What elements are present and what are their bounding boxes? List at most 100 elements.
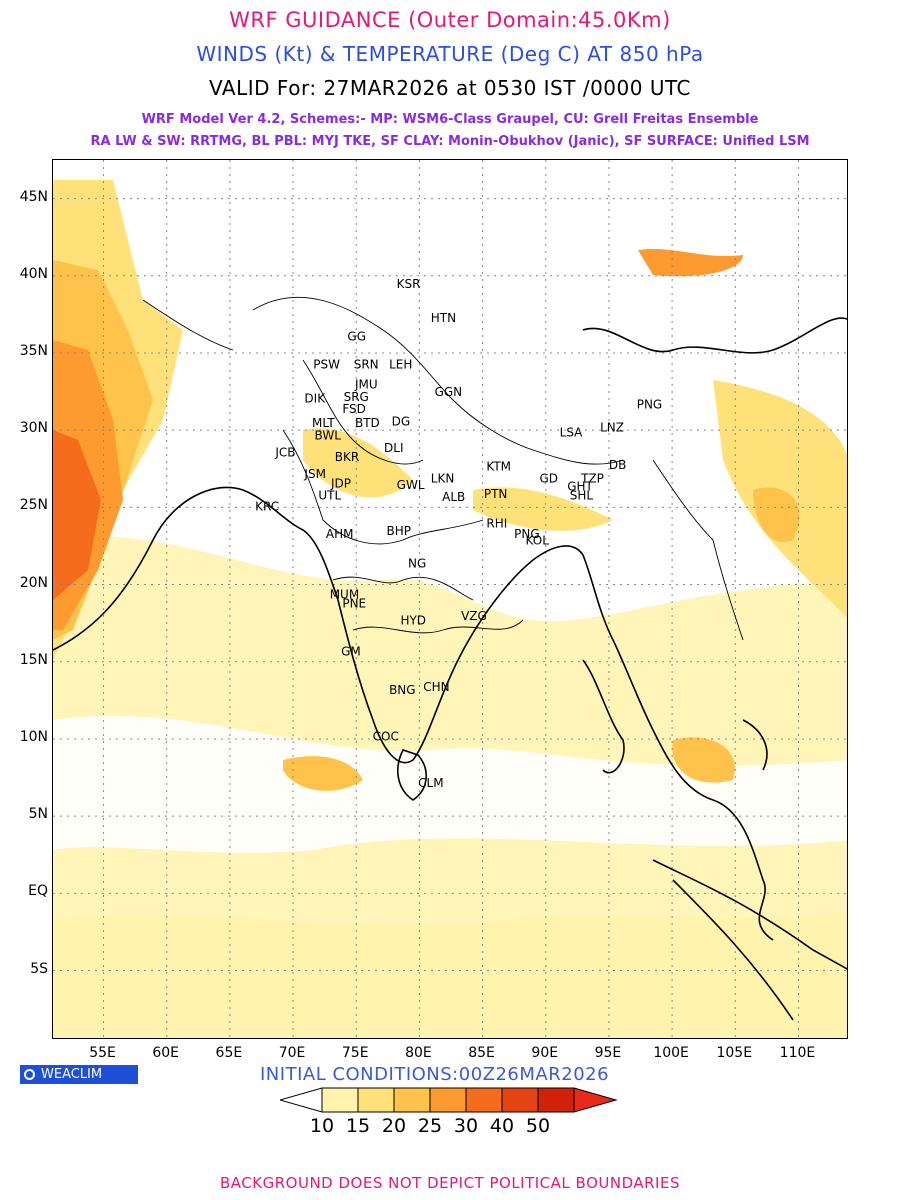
station-label: PSW	[313, 357, 340, 371]
colorbar-level-label: 15	[345, 1115, 371, 1137]
latitude-tick-label: 35N	[19, 342, 48, 359]
station-label: DB	[609, 458, 626, 472]
latitude-tick-label: 30N	[19, 420, 48, 437]
model-schemes-line-2: RA LW & SW: RRTMG, BL PBL: MYJ TKE, SF C…	[90, 134, 810, 149]
station-label: LSA	[560, 425, 584, 439]
latitude-tick-label: 20N	[19, 574, 48, 591]
station-label: DG	[392, 415, 411, 429]
station-label: ALB	[442, 490, 465, 504]
colorbar-level-label: 20	[381, 1115, 407, 1137]
colorbar-segment	[537, 1087, 575, 1113]
station-label: BWL	[315, 428, 342, 442]
station-label: JDP	[330, 476, 351, 490]
coastlines	[53, 317, 847, 1021]
station-label: HTN	[431, 311, 456, 325]
colorbar-segment	[357, 1087, 395, 1113]
station-label: PTN	[484, 487, 508, 501]
station-label: GD	[539, 472, 558, 486]
latitude-tick-label: 5N	[28, 806, 48, 823]
station-label: LNZ	[600, 421, 624, 435]
longitude-tick-label: 100E	[653, 1045, 689, 1061]
weaclim-logo: WEACLIM	[20, 1065, 138, 1084]
disclaimer: BACKGROUND DOES NOT DEPICT POLITICAL BOU…	[220, 1174, 680, 1192]
latitude-tick-label: 10N	[19, 728, 48, 745]
latitude-tick-label: 40N	[19, 265, 48, 282]
station-label: UTL	[318, 489, 341, 503]
latitude-tick-label: 5S	[30, 960, 48, 977]
map-panel: KSR HTN GG PSW SRN LEH JMU GGN DIK SRG FSD MLT BTD DG…	[52, 159, 848, 1039]
colorbar-level-label: 50	[525, 1115, 551, 1137]
initial-conditions: INITIAL CONDITIONS:00Z26MAR2026	[260, 1064, 610, 1085]
station-label: JSM	[303, 467, 326, 481]
map-subtitle: WINDS (Kt) & TEMPERATURE (Deg C) AT 850 …	[196, 42, 704, 66]
longitude-tick-label: 60E	[152, 1045, 180, 1061]
station-label: GWL	[397, 478, 425, 492]
colorbar-level-label: 10	[309, 1115, 335, 1137]
station-label: MLT	[312, 416, 335, 430]
station-label: PNG	[514, 527, 540, 541]
station-label: PNE	[342, 597, 366, 611]
station-label: KRC	[255, 499, 279, 513]
station-label: SHL	[570, 489, 594, 503]
station-label: GHT	[567, 479, 593, 493]
station-label: GG	[347, 330, 366, 344]
logo-text: WEACLIM	[41, 1067, 103, 1082]
station-label: TZP	[580, 472, 604, 486]
station-label: CLM	[418, 776, 443, 790]
station-label: FSD	[342, 402, 366, 416]
colorbar-high-arrow	[573, 1087, 618, 1113]
copyright-icon	[24, 1069, 35, 1080]
station-label: BKR	[335, 450, 359, 464]
colorbar-level-label: 40	[489, 1115, 515, 1137]
station-label: GGN	[435, 385, 463, 399]
longitude-tick-label: 65E	[215, 1045, 243, 1061]
temperature-shading	[53, 160, 847, 1038]
station-label: JCB	[274, 445, 295, 459]
station-label: BHP	[387, 524, 412, 538]
station-label: LKN	[431, 472, 455, 486]
station-label: KTM	[486, 459, 511, 473]
longitude-tick-label: 85E	[468, 1045, 495, 1061]
station-label: MUM	[330, 587, 360, 601]
station-label: HYD	[400, 614, 426, 628]
station-label: SRG	[344, 390, 369, 404]
valid-time: VALID For: 27MAR2026 at 0530 IST /0000 U…	[209, 76, 691, 100]
station-label: LEH	[389, 357, 412, 371]
model-schemes-line-1: WRF Model Ver 4.2, Schemes:- MP: WSM6-Cl…	[141, 112, 759, 127]
longitude-tick-label: 105E	[716, 1045, 753, 1061]
station-label: RHI	[486, 516, 507, 530]
longitude-tick-label: 110E	[779, 1045, 816, 1061]
longitude-tick-label: 95E	[594, 1045, 622, 1061]
station-label: DLI	[384, 441, 403, 455]
station-label: COC	[373, 729, 399, 743]
latitude-tick-label: EQ	[28, 883, 48, 900]
station-label: CHN	[423, 680, 449, 694]
station-label: JMU	[354, 377, 378, 391]
colorbar-level-label: 25	[417, 1115, 443, 1137]
station-label: GM	[341, 645, 361, 659]
station-label: AHM	[326, 527, 354, 541]
latitude-tick-label: 15N	[19, 651, 48, 668]
station-label: BNG	[389, 683, 416, 697]
colorbar-segment	[321, 1087, 359, 1113]
station-label: DIK	[304, 391, 326, 405]
colorbar-low-arrow	[280, 1087, 323, 1113]
station-label: SRN	[354, 357, 379, 371]
colorbar-level-label: 30	[453, 1115, 479, 1137]
colorbar-segment	[501, 1087, 539, 1113]
colorbar-segment	[465, 1087, 503, 1113]
station-label: PNG	[637, 398, 663, 412]
longitude-tick-label: 90E	[531, 1045, 559, 1061]
longitude-tick-label: 80E	[405, 1045, 432, 1061]
station-label: VZG	[461, 609, 487, 623]
latitude-tick-label: 25N	[19, 497, 48, 514]
station-label: KSR	[397, 277, 421, 291]
temperature-colorbar	[280, 1087, 618, 1113]
longitude-tick-label: 75E	[341, 1045, 369, 1061]
map-title: WRF GUIDANCE (Outer Domain:45.0Km)	[229, 8, 671, 32]
colorbar-segment	[393, 1087, 431, 1113]
longitude-tick-label: 70E	[278, 1045, 306, 1061]
station-label: KOL	[526, 533, 550, 547]
